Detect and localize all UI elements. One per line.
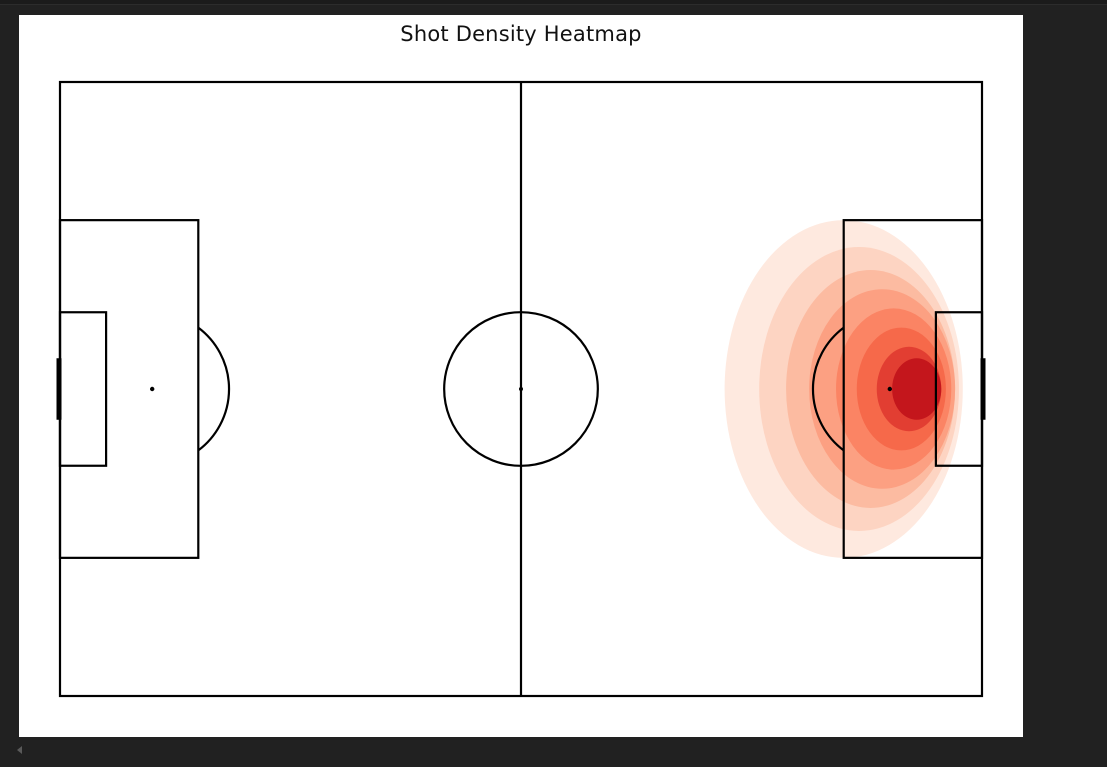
pitch-lines	[56, 80, 986, 698]
right-penalty-arc	[811, 326, 845, 452]
scroll-left-arrow-icon[interactable]	[17, 746, 22, 754]
figure-canvas: Shot Density Heatmap	[19, 15, 1023, 737]
left-penalty-arc	[197, 326, 231, 452]
pitch-chart	[56, 80, 986, 698]
viewer-top-strip	[0, 0, 1107, 5]
density-contour-8	[892, 358, 942, 420]
centre-spot	[519, 387, 523, 391]
chart-title: Shot Density Heatmap	[400, 22, 642, 46]
right-penalty-spot	[887, 386, 892, 392]
centre-circle	[443, 311, 599, 467]
left-penalty-spot	[150, 386, 155, 392]
left-six-yard-box	[58, 311, 108, 467]
left-penalty-area	[58, 219, 200, 559]
